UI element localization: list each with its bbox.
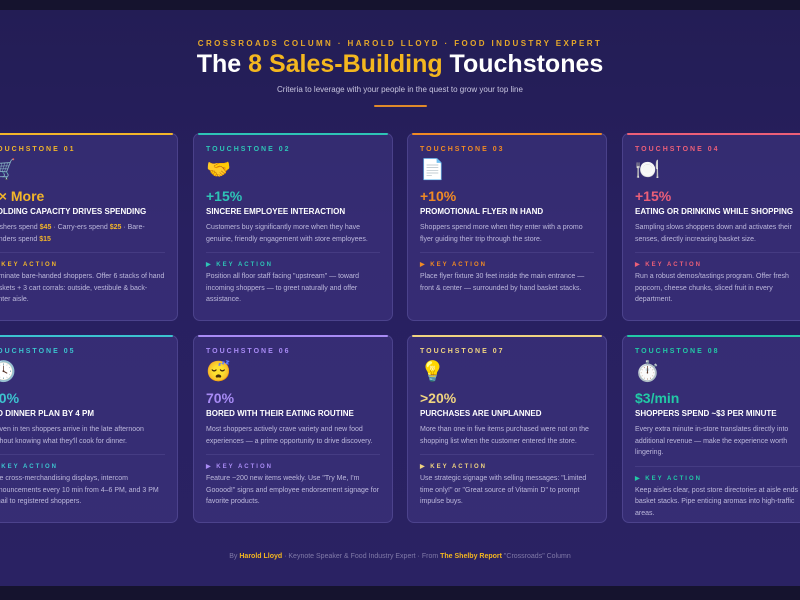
- card-stat: 3× More: [0, 188, 45, 204]
- footer-by: By: [229, 553, 240, 560]
- footer-author: Harold Lloyd: [239, 553, 283, 560]
- touchstone-card: TOUCHSTONE 08 ⏱️ $3/min SHOPPERS SPEND ~…: [622, 335, 800, 523]
- touchstone-card: TOUCHSTONE 05 🕓 70% NO DINNER PLAN BY 4 …: [0, 335, 178, 523]
- card-description: Shoppers spend more when they enter with…: [420, 222, 594, 253]
- light-bulb-icon: 💡: [420, 361, 445, 383]
- subtitle: Criteria to leverage with your people in…: [277, 85, 523, 94]
- card-description: Customers buy significantly more when th…: [206, 222, 380, 253]
- infographic-canvas: CROSSROADS COLUMN · HAROLD LLOYD · FOOD …: [0, 10, 800, 586]
- card-accent-bar: [627, 335, 800, 337]
- card-description: Seven in ten shoppers arrive in the late…: [0, 424, 165, 455]
- page-title: The 8 Sales-Building Touchstones: [0, 50, 800, 79]
- key-action-label: ▶ KEY ACTION: [206, 464, 273, 470]
- card-headline: BORED WITH THEIR EATING ROUTINE: [206, 409, 354, 418]
- stopwatch-icon: ⏱️: [635, 361, 660, 383]
- card-headline: PURCHASES ARE UNPLANNED: [420, 409, 542, 418]
- desc-highlight: $25: [109, 224, 122, 231]
- touchstone-card: TOUCHSTONE 01 🛒 3× More HOLDING CAPACITY…: [0, 133, 178, 321]
- card-description: Every extra minute in-store translates d…: [635, 424, 800, 467]
- card-headline: SINCERE EMPLOYEE INTERACTION: [206, 207, 346, 216]
- card-label: TOUCHSTONE 04: [635, 146, 720, 153]
- card-accent-bar: [412, 335, 602, 337]
- key-action-text: Place flyer fixture 30 feet inside the m…: [420, 273, 585, 292]
- key-action-text: Position all floor staff facing "upstrea…: [206, 273, 360, 303]
- card-stat: 70%: [0, 390, 20, 406]
- title-divider: [374, 105, 427, 107]
- card-label: TOUCHSTONE 07: [420, 348, 505, 355]
- key-action-text: Run a robust demos/tastings program. Off…: [635, 273, 789, 303]
- touchstone-card: TOUCHSTONE 04 🍽️ +15% EATING OR DRINKING…: [622, 133, 800, 321]
- card-stat: +10%: [420, 188, 457, 204]
- handshake-icon: 🤝: [206, 159, 231, 181]
- card-stat: +15%: [635, 188, 672, 204]
- key-action-label: ▶ KEY ACTION: [420, 464, 487, 470]
- desc-text: Shoppers spend more when they enter with…: [420, 224, 583, 243]
- card-description: Pushers spend $45 · Carry-ers spend $25 …: [0, 222, 165, 253]
- desc-text: Pushers spend: [0, 224, 38, 231]
- touchstone-card: TOUCHSTONE 03 📄 +10% PROMOTIONAL FLYER I…: [407, 133, 607, 321]
- card-headline: SHOPPERS SPEND ~$3 PER MINUTE: [635, 409, 777, 418]
- title-post: Touchstones: [442, 50, 604, 78]
- card-accent-bar: [0, 133, 173, 135]
- card-headline: EATING OR DRINKING WHILE SHOPPING: [635, 207, 794, 216]
- plate-cutlery-icon: 🍽️: [635, 159, 660, 181]
- desc-text: Customers buy significantly more when th…: [206, 224, 368, 243]
- desc-text: Most shoppers actively crave variety and…: [206, 426, 373, 445]
- desc-text: Sampling slows shoppers down and activat…: [635, 224, 792, 243]
- eyebrow-text: CROSSROADS COLUMN · HAROLD LLOYD · FOOD …: [197, 39, 603, 48]
- card-accent-bar: [198, 133, 388, 135]
- key-action-label: ▶ KEY ACTION: [0, 262, 58, 268]
- touchstone-card: TOUCHSTONE 02 🤝 +15% SINCERE EMPLOYEE IN…: [193, 133, 393, 321]
- card-headline: NO DINNER PLAN BY 4 PM: [0, 409, 94, 418]
- footer-credit: By Harold Lloyd · Keynote Speaker & Food…: [0, 553, 800, 560]
- card-accent-bar: [627, 133, 800, 135]
- title-highlight: 8 Sales-Building: [248, 50, 443, 78]
- footer-mid: · Keynote Speaker & Food Industry Expert…: [282, 553, 441, 560]
- desc-text: More than one in five items purchased we…: [420, 426, 589, 445]
- card-stat: >20%: [420, 390, 457, 406]
- card-label: TOUCHSTONE 03: [420, 146, 505, 153]
- card-label: TOUCHSTONE 02: [206, 146, 291, 153]
- touchstone-card: TOUCHSTONE 07 💡 >20% PURCHASES ARE UNPLA…: [407, 335, 607, 523]
- key-action-text: Use strategic signage with selling messa…: [420, 475, 587, 505]
- card-description: More than one in five items purchased we…: [420, 424, 594, 455]
- card-label: TOUCHSTONE 06: [206, 348, 291, 355]
- card-accent-bar: [198, 335, 388, 337]
- desc-text: · Carry-ers spend: [51, 224, 110, 231]
- key-action-label: ▶ KEY ACTION: [206, 262, 273, 268]
- key-action-label: ▶ KEY ACTION: [635, 262, 702, 268]
- clock-icon: 🕓: [0, 361, 16, 383]
- card-accent-bar: [412, 133, 602, 135]
- card-headline: PROMOTIONAL FLYER IN HAND: [420, 207, 544, 216]
- card-label: TOUCHSTONE 01: [0, 146, 76, 153]
- shopping-cart-icon: 🛒: [0, 159, 16, 181]
- desc-highlight: $15: [39, 235, 51, 243]
- key-action-label: ▶ KEY ACTION: [0, 464, 58, 470]
- card-description: Most shoppers actively crave variety and…: [206, 424, 380, 455]
- footer-end: "Crossroads" Column: [501, 553, 571, 560]
- title-pre: The: [196, 50, 249, 78]
- desc-highlight: $45: [39, 224, 52, 231]
- desc-text: Every extra minute in-store translates d…: [635, 426, 789, 456]
- card-stat: +15%: [206, 188, 243, 204]
- desc-text: · Bare-handers spend: [0, 224, 145, 243]
- card-accent-bar: [0, 335, 173, 337]
- footer-publication: The Shelby Report: [440, 553, 502, 560]
- key-action-text: Use cross-merchandising displays, interc…: [0, 475, 159, 505]
- card-label: TOUCHSTONE 05: [0, 348, 76, 355]
- desc-text: Seven in ten shoppers arrive in the late…: [0, 426, 144, 445]
- touchstone-card: TOUCHSTONE 06 😴 70% BORED WITH THEIR EAT…: [193, 335, 393, 523]
- key-action-text: Keep aisles clear, post store directorie…: [635, 486, 800, 517]
- card-headline: HOLDING CAPACITY DRIVES SPENDING: [0, 207, 147, 216]
- key-action-label: ▶ KEY ACTION: [420, 262, 487, 268]
- sleepy-face-icon: 😴: [206, 361, 231, 383]
- key-action-label: ▶ KEY ACTION: [635, 475, 702, 482]
- card-stat: $3/min: [635, 390, 680, 406]
- key-action-text: Eliminate bare-handed shoppers. Offer 6 …: [0, 273, 165, 303]
- card-label: TOUCHSTONE 08: [635, 348, 720, 355]
- card-description: Sampling slows shoppers down and activat…: [635, 222, 800, 253]
- document-icon: 📄: [420, 159, 445, 181]
- card-stat: 70%: [206, 390, 235, 406]
- key-action-text: Feature ~200 new items weekly. Use "Try …: [206, 475, 379, 505]
